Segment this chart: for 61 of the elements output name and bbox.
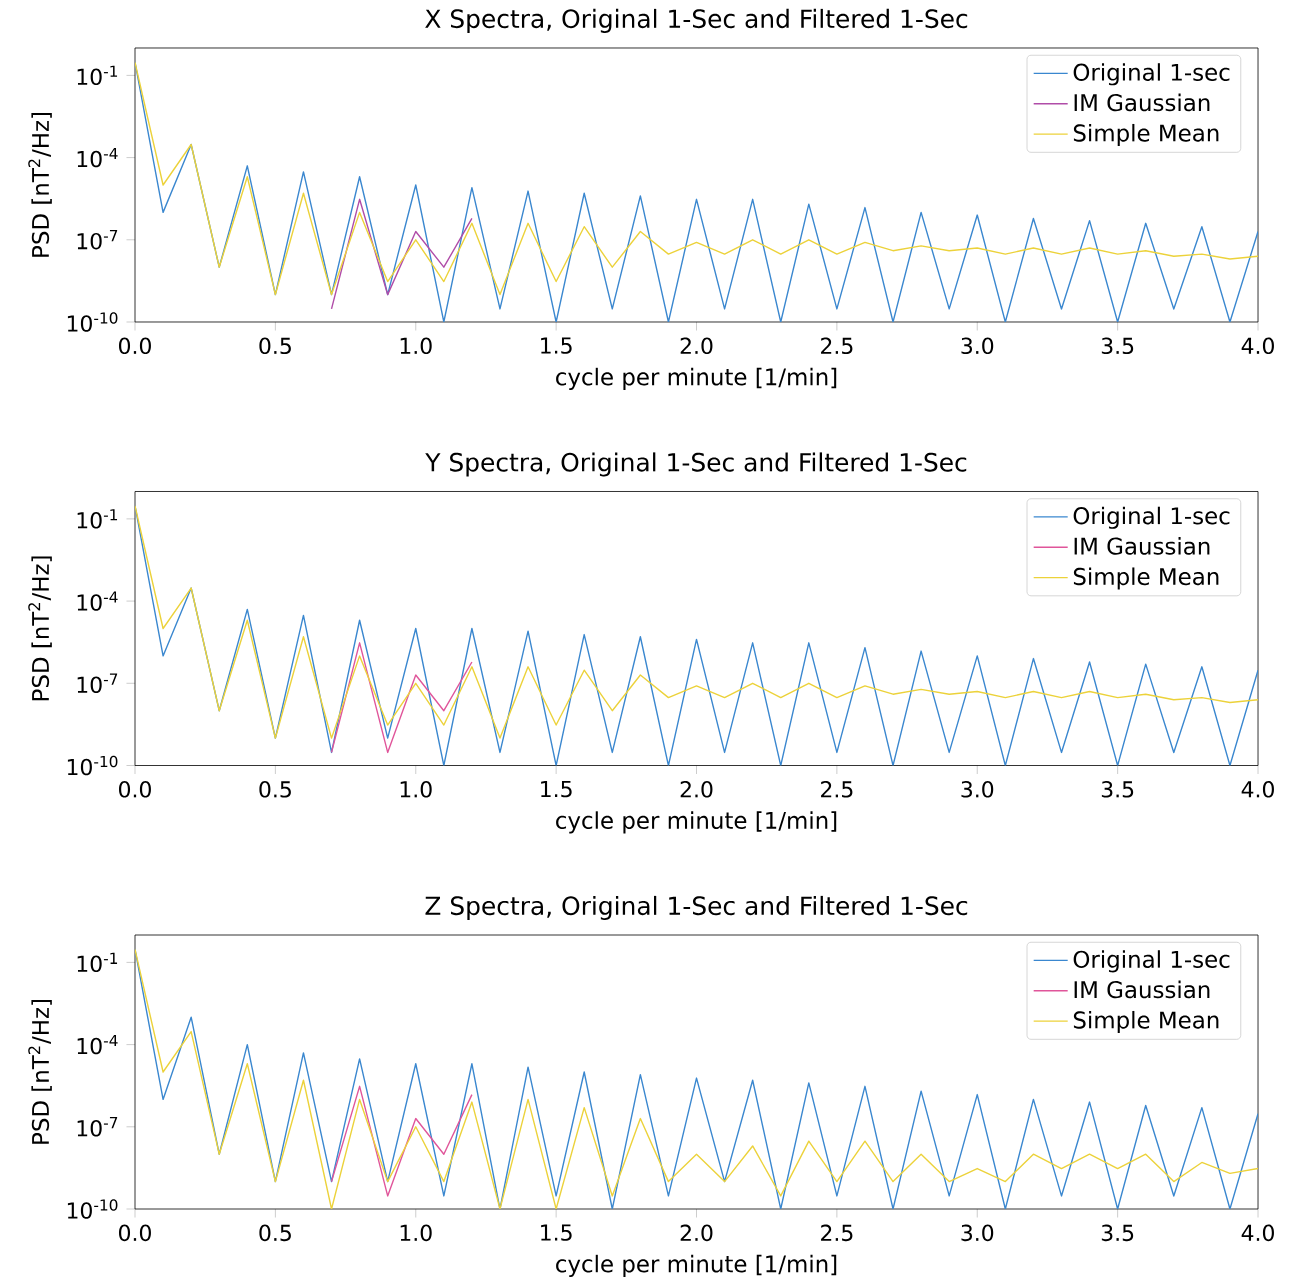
y-tick-label: 10$^{-7}$ bbox=[77, 230, 118, 250]
y-tick-label: 10$^{-10}$ bbox=[67, 1199, 118, 1219]
x-tick-label: 1.0 bbox=[400, 781, 432, 798]
x-tick-label: 0.5 bbox=[259, 781, 291, 798]
x-tick-label: 0.5 bbox=[259, 337, 291, 355]
x-tick-label: 2.5 bbox=[821, 781, 853, 798]
x-tick-label: 2.5 bbox=[821, 337, 853, 355]
legend-label: Original 1-sec bbox=[1073, 63, 1230, 86]
x-tick-label: 4.0 bbox=[1241, 1224, 1274, 1242]
y-tick-label: 10$^{-1}$ bbox=[77, 952, 118, 973]
line-series bbox=[330, 642, 473, 754]
x-tick-label: 0.0 bbox=[119, 337, 151, 355]
x-tick-label: 4.0 bbox=[1241, 337, 1274, 355]
y-axis-title: PSD [nT$^{2}$/Hz] bbox=[28, 556, 52, 701]
x-tick-label: 0.5 bbox=[259, 1224, 291, 1242]
line-series bbox=[330, 1085, 473, 1197]
y-tick-label: 10$^{-7}$ bbox=[77, 1117, 118, 1137]
x-tick-label: 3.5 bbox=[1101, 781, 1134, 798]
chart-title: Y Spectra, Original 1-Sec and Filtered 1-Sec bbox=[425, 452, 967, 477]
y-axis-title: PSD [nT$^{2}$/Hz] bbox=[28, 113, 52, 257]
x-tick-label: 1.5 bbox=[541, 1224, 572, 1241]
y-tick-label: 10$^{-10}$ bbox=[67, 755, 118, 776]
line-series bbox=[330, 198, 473, 310]
y-tick-label: 10$^{-7}$ bbox=[77, 673, 118, 693]
x-tick-label: 3.0 bbox=[961, 1224, 994, 1242]
y-axis-title: PSD [nT$^{2}$/Hz] bbox=[28, 1000, 52, 1144]
chart-title: Z Spectra, Original 1-Sec and Filtered 1-Sec bbox=[425, 895, 968, 921]
legend-label: IM Gaussian bbox=[1074, 537, 1210, 555]
x-tick-label: 1.5 bbox=[541, 781, 572, 798]
legend-label: IM Gaussian bbox=[1074, 980, 1210, 999]
x-tick-label: 0.0 bbox=[119, 781, 151, 798]
legend-label: Original 1-sec bbox=[1073, 506, 1230, 529]
x-tick-label: 2.0 bbox=[680, 1224, 713, 1242]
legend-label: Simple Mean bbox=[1073, 567, 1219, 590]
legend-label: Original 1-sec bbox=[1073, 950, 1230, 973]
y-tick-label: 10$^{-4}$ bbox=[77, 147, 118, 168]
x-tick-label: 1.0 bbox=[400, 1224, 432, 1242]
y-tick-label: 10$^{-1}$ bbox=[77, 509, 118, 529]
x-tick-label: 1.5 bbox=[541, 337, 572, 354]
legend-label: IM Gaussian bbox=[1074, 93, 1210, 112]
x-tick-label: 2.0 bbox=[680, 781, 713, 798]
y-tick-label: 10$^{-1}$ bbox=[77, 65, 118, 86]
x-tick-label: 3.5 bbox=[1101, 337, 1134, 355]
x-tick-label: 2.5 bbox=[821, 1224, 853, 1242]
chart-title: X Spectra, Original 1-Sec and Filtered 1-Sec bbox=[425, 8, 968, 33]
x-tick-label: 4.0 bbox=[1241, 781, 1274, 798]
line-series bbox=[135, 948, 1259, 1210]
x-axis-title: cycle per minute [1/min] bbox=[556, 811, 837, 834]
legend-label: Simple Mean bbox=[1073, 123, 1219, 147]
x-tick-label: 0.0 bbox=[119, 1224, 151, 1242]
x-tick-label: 1.0 bbox=[400, 337, 432, 355]
x-axis-title: cycle per minute [1/min] bbox=[556, 367, 837, 390]
y-tick-label: 10$^{-4}$ bbox=[77, 591, 118, 611]
x-tick-label: 3.0 bbox=[961, 337, 994, 355]
y-tick-label: 10$^{-10}$ bbox=[67, 312, 118, 332]
x-axis-title: cycle per minute [1/min] bbox=[556, 1254, 837, 1277]
legend-label: Simple Mean bbox=[1073, 1010, 1219, 1034]
y-tick-label: 10$^{-4}$ bbox=[77, 1034, 118, 1055]
x-tick-label: 3.0 bbox=[961, 781, 994, 798]
x-tick-label: 2.0 bbox=[680, 337, 713, 355]
x-tick-label: 3.5 bbox=[1101, 1224, 1134, 1242]
